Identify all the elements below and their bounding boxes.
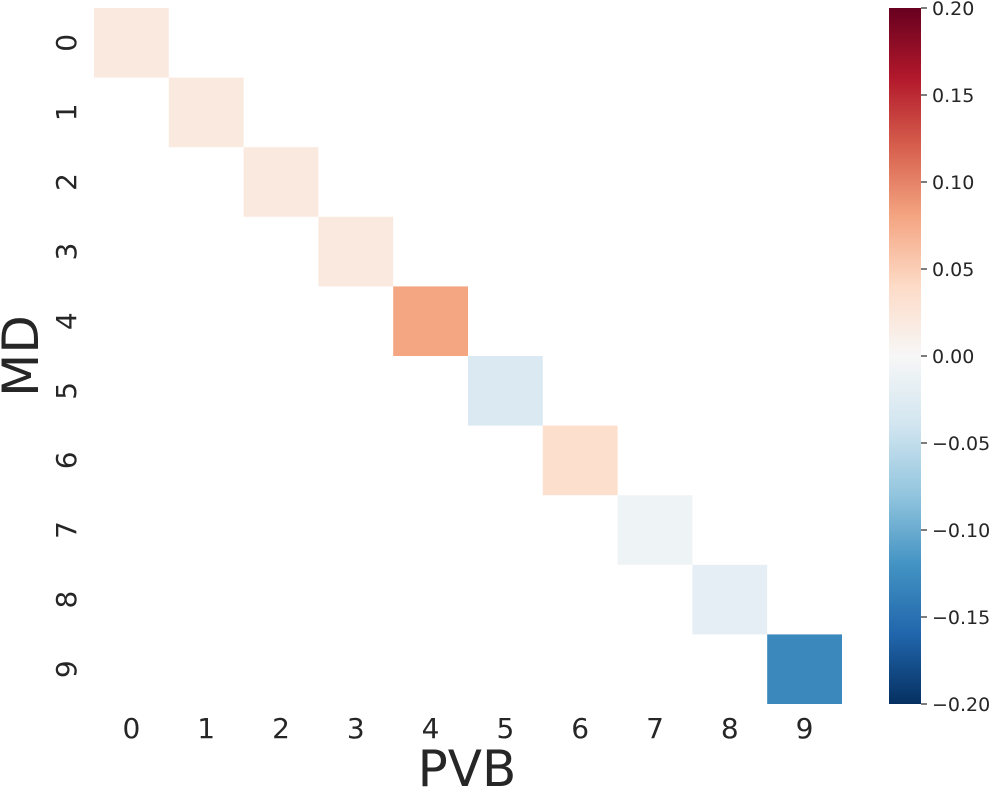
x-tick-label: 3 xyxy=(347,712,365,745)
colorbar-tick-label: 0.10 xyxy=(932,172,974,194)
x-tick-label: 2 xyxy=(272,712,290,745)
x-tick-label: 9 xyxy=(796,712,814,745)
y-tick-label: 7 xyxy=(50,521,83,539)
heatmap-cell xyxy=(94,8,169,78)
y-tick-label: 6 xyxy=(50,451,83,469)
colorbar-tick-labels: 0.20 0.15 0.10 0.05 0.00 −0.05 −0.10 −0.15 −0.20 xyxy=(921,0,990,716)
y-axis-title: MD xyxy=(0,315,50,397)
x-tick-label: 0 xyxy=(122,712,140,745)
heatmap-cell xyxy=(542,425,618,496)
y-tick-labels: 0 1 2 3 4 5 6 7 8 9 xyxy=(50,34,83,678)
x-tick-label: 5 xyxy=(496,712,514,745)
colorbar-tick-label: 0.00 xyxy=(932,346,974,368)
heatmap-cell xyxy=(393,286,468,356)
heatmap-cell xyxy=(468,356,543,426)
heatmap-cell xyxy=(318,216,394,287)
x-tick-label: 8 xyxy=(721,712,739,745)
heatmap-cells xyxy=(94,8,842,704)
x-axis-title: PVB xyxy=(418,740,517,789)
heatmap-cell xyxy=(243,147,319,217)
y-tick-label: 8 xyxy=(50,591,83,609)
colorbar-tick-label: 0.20 xyxy=(932,0,974,20)
y-tick-label: 2 xyxy=(50,173,83,191)
y-tick-label: 3 xyxy=(50,243,83,261)
y-tick-label: 9 xyxy=(50,660,83,678)
x-tick-label: 4 xyxy=(422,712,440,745)
y-tick-label: 4 xyxy=(50,312,83,330)
colorbar xyxy=(889,8,921,704)
colorbar-tick-label: −0.10 xyxy=(932,520,990,542)
y-tick-label: 1 xyxy=(50,103,83,121)
heatmap-cell xyxy=(168,77,244,148)
colorbar-tick-label: −0.20 xyxy=(932,694,990,716)
x-tick-label: 1 xyxy=(197,712,215,745)
colorbar-tick-label: −0.05 xyxy=(932,433,990,455)
x-tick-label: 7 xyxy=(646,712,664,745)
colorbar-tick-label: −0.15 xyxy=(932,607,990,629)
y-tick-label: 5 xyxy=(50,382,83,400)
colorbar-tick-label: 0.15 xyxy=(932,85,974,107)
y-tick-label: 0 xyxy=(50,34,83,52)
colorbar-tick-label: 0.05 xyxy=(932,259,974,281)
heatmap-cell xyxy=(767,634,842,704)
heatmap-cell xyxy=(617,495,693,565)
x-tick-labels: 0 1 2 3 4 5 6 7 8 9 xyxy=(122,712,813,745)
x-tick-label: 6 xyxy=(571,712,589,745)
heatmap-cell xyxy=(692,564,768,635)
